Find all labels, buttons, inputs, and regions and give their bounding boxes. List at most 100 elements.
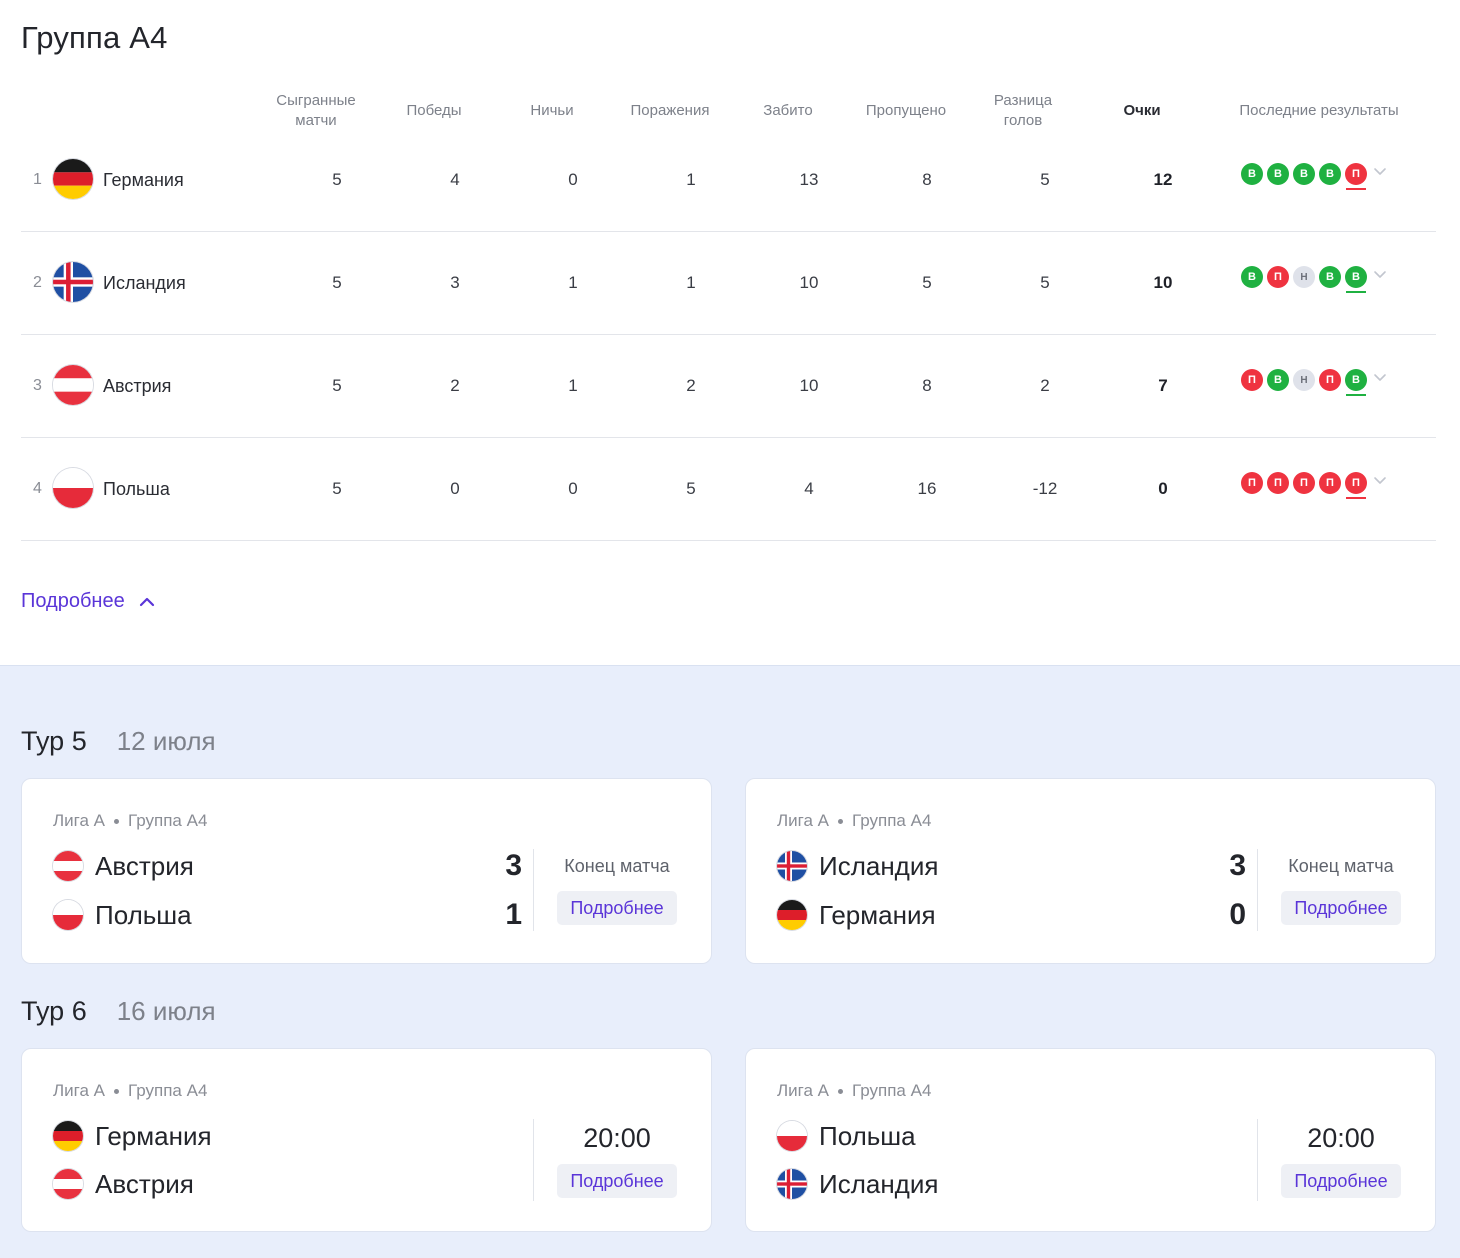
poland-flag-icon [53,468,93,508]
group-name[interactable]: Группа А4 [852,1081,932,1100]
away-team-name: Исландия [819,1168,939,1199]
result-badge: В [1345,266,1367,293]
cell-scored: 10 [799,273,819,292]
cell-wins: 4 [450,170,460,189]
match-card[interactable]: Лига А Группа А4 Польша Исландия 20:00 Подроб… [745,1048,1436,1232]
match-details-button[interactable]: Подробнее [557,1164,677,1198]
austria-flag-icon [53,365,93,405]
home-score: 3 [505,849,522,882]
chevron-down-icon[interactable] [1373,164,1387,178]
standings-section: Группа А4 Сыгранные матчи Победы Ничьи П… [21,20,1436,613]
match-league: Лига А Группа А4 [777,1081,931,1101]
chevron-down-icon[interactable] [1373,370,1387,384]
cell-points: 10 [1153,273,1173,292]
away-team[interactable]: Исландия [777,1169,938,1199]
team-rank: 2 [33,274,42,291]
cell-losses: 1 [686,170,696,189]
team-rank: 4 [33,480,42,497]
cell-scored: 4 [804,479,814,498]
austria-flag-icon [53,1169,83,1199]
group-name[interactable]: Группа А4 [128,1081,208,1100]
table-row[interactable]: 3 Австрия 5 2 1 2 10 8 2 7 П В Н П В [21,335,1436,438]
chevron-down-icon[interactable] [1373,473,1387,487]
cell-draws: 0 [568,170,578,189]
home-team-name: Германия [95,1120,212,1151]
cell-scored: 13 [799,170,819,189]
league-name[interactable]: Лига А [53,811,105,830]
result-badge: П [1319,369,1341,391]
group-name[interactable]: Группа А4 [128,811,208,830]
match-card[interactable]: Лига А Группа А4 Австрия Польша 3 1 Конец матч… [21,778,712,964]
match-league: Лига А Группа А4 [777,811,931,831]
vertical-divider [533,1119,534,1201]
germany-flag-icon [777,900,807,930]
team-name[interactable]: Исландия [103,272,186,293]
team-name[interactable]: Австрия [103,375,172,396]
round-date: 16 июля [116,996,216,1026]
result-badge: П [1241,369,1263,391]
table-row[interactable]: 2 Исландия 5 3 1 1 10 5 5 10 В П Н В В [21,232,1436,335]
home-team-name: Исландия [819,850,939,881]
cell-conceded: 5 [922,273,932,292]
home-team[interactable]: Польша [777,1121,916,1151]
header-goal-diff: Разница голов [993,92,1053,129]
separator-dot [114,818,119,824]
cell-draws: 1 [568,376,578,395]
round-header: Тур 6 16 июля [21,996,216,1027]
away-team[interactable]: Германия [777,900,936,930]
separator-dot [838,818,843,824]
group-name[interactable]: Группа А4 [852,811,932,830]
cell-goal-diff: 5 [1040,170,1050,189]
result-badge: Н [1293,266,1315,288]
germany-flag-icon [53,1121,83,1151]
cell-goal-diff: 2 [1040,376,1050,395]
table-row[interactable]: 1 Германия 5 4 0 1 13 8 5 12 В В В В П [21,129,1436,232]
result-badge: П [1267,266,1289,288]
result-badge: П [1345,163,1367,190]
poland-flag-icon [777,1121,807,1151]
more-details-label: Подробнее [21,590,125,612]
match-details-button[interactable]: Подробнее [1281,891,1401,925]
league-name[interactable]: Лига А [777,1081,829,1100]
team-name[interactable]: Германия [103,169,184,190]
home-team-name: Польша [819,1120,916,1151]
cell-points: 12 [1153,170,1173,189]
home-score: 3 [1229,849,1246,882]
result-badge: П [1293,472,1315,494]
header-losses: Поражения [630,102,710,119]
away-team-name: Польша [95,899,192,930]
away-team-name: Австрия [95,1168,194,1199]
separator-dot [838,1088,843,1094]
result-badge: В [1241,163,1263,185]
league-name[interactable]: Лига А [777,811,829,830]
match-details-button[interactable]: Подробнее [1281,1164,1401,1198]
more-details-toggle[interactable]: Подробнее [21,590,155,613]
result-badge: П [1267,472,1289,494]
team-name[interactable]: Польша [103,478,170,499]
home-team[interactable]: Германия [53,1121,212,1151]
group-title: Группа А4 [21,20,168,55]
match-details-button[interactable]: Подробнее [557,891,677,925]
vertical-divider [1257,1119,1258,1201]
round-title: Тур 5 [21,726,87,756]
matches-section: Тур 5 12 июля Лига А Группа А4 Австрия Польша… [0,665,1460,1258]
match-card[interactable]: Лига А Группа А4 Германия Австрия 20:00 Подро… [21,1048,712,1232]
away-team[interactable]: Австрия [53,1169,194,1199]
match-league: Лига А Группа А4 [53,1081,207,1101]
home-team[interactable]: Исландия [777,851,938,881]
cell-played: 5 [332,479,342,498]
result-badge: В [1267,369,1289,391]
iceland-flag-icon [777,1169,807,1199]
table-row[interactable]: 4 Польша 5 0 0 5 4 16 -12 0 П П П П П [21,438,1436,541]
header-wins: Победы [406,102,462,119]
league-name[interactable]: Лига А [53,1081,105,1100]
chevron-down-icon[interactable] [1373,267,1387,281]
cell-played: 5 [332,170,342,189]
home-team[interactable]: Австрия [53,851,194,881]
cell-losses: 2 [686,376,696,395]
match-time: 20:00 [583,1123,651,1153]
match-card[interactable]: Лига А Группа А4 Исландия Германия 3 0 Конец м… [745,778,1436,964]
away-team[interactable]: Польша [53,900,192,930]
